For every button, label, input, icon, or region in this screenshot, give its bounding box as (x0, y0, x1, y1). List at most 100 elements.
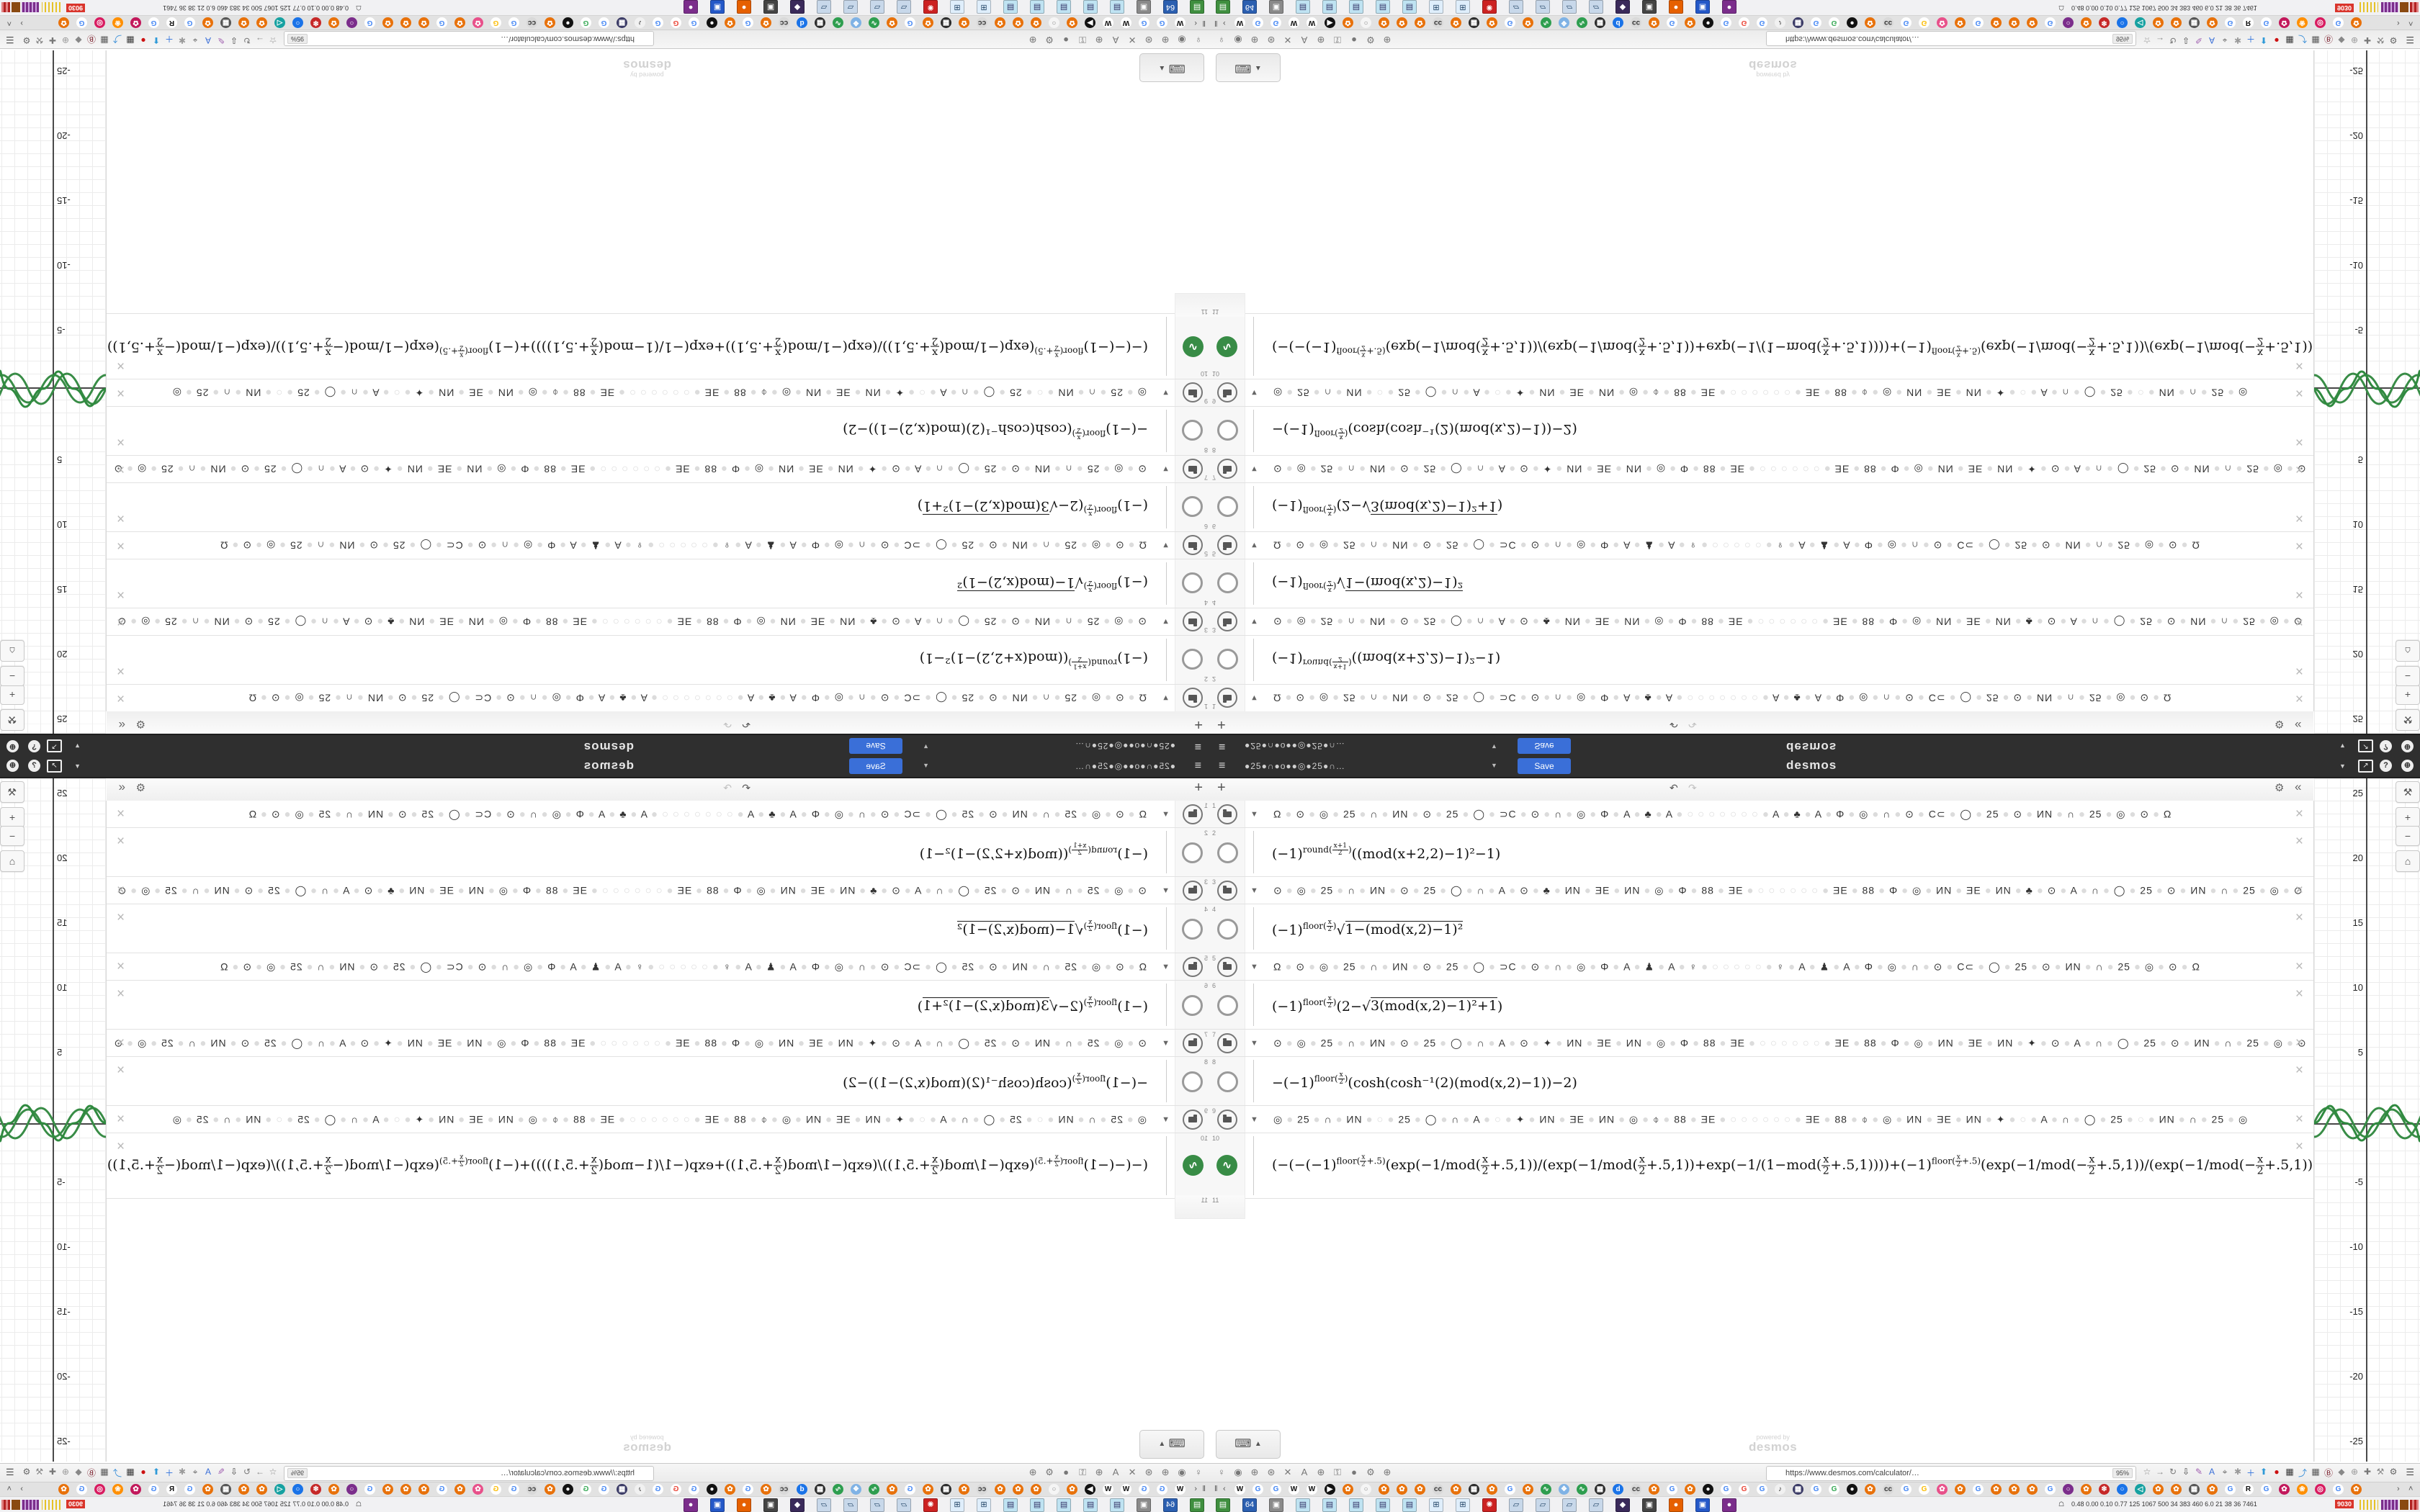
zoom-level-badge[interactable]: 95% (2112, 34, 2133, 44)
tab-favicon[interactable]: ▦ (220, 17, 231, 28)
expression-row[interactable]: 7 ▼ ⊙ ● ◎ ● 25 ● ∩ ● ИN ● ⊙ ● 25 ● ◯ ● ∩ ●… (1210, 1030, 2313, 1057)
toolbar-extension-icon[interactable]: ▦ (100, 1467, 109, 1477)
folder-emoji-title[interactable]: Ω ● ⊙ ● ◎ ● 25 ● ∩ ● ИN ● ⊙ ● 25 ● ◯ ● ⊃… (220, 539, 1147, 552)
tab-favicon[interactable]: ▦ (617, 1484, 627, 1495)
tab-list-icon[interactable]: ˄ (6, 1485, 12, 1493)
toolbar-extension-icon[interactable]: ↻ (243, 35, 251, 45)
expression-row[interactable]: 5 ▼ Ω ● ⊙ ● ◎ ● 25 ● ∩ ● ИN ● ⊙ ● 25 ● ◯ ●… (107, 531, 1210, 559)
toolbar-extension-icon[interactable]: ⚒ (2376, 1467, 2385, 1477)
curve-style-icon-green[interactable]: ∿ (1216, 1155, 1237, 1176)
taskbar-app-icon[interactable]: ⊞ (1456, 1498, 1470, 1512)
delete-expression-icon[interactable]: × (117, 663, 125, 678)
taskbar-app-icon[interactable]: ▤ (1296, 0, 1310, 14)
toolbar-extension-icon[interactable]: ♀ (1218, 1467, 1225, 1477)
taskbar-app-icon[interactable]: ▣ (1137, 0, 1151, 14)
undo-button[interactable]: ↶ (742, 782, 750, 793)
tab-scroll-right-icon[interactable]: › (2397, 1485, 2400, 1493)
toolbar-extension-icon[interactable]: ⚒ (2376, 35, 2385, 45)
folder-expand-arrow[interactable]: ▼ (1162, 541, 1170, 550)
tab-favicon[interactable]: ● (563, 17, 573, 28)
tab-favicon[interactable]: ∿ (869, 17, 879, 28)
toolbar-extension-icon[interactable]: ♀ (1195, 35, 1202, 45)
toolbar-extension-icon[interactable]: ◉ (1234, 35, 1242, 45)
tab-favicon[interactable]: ▦ (1793, 17, 1803, 28)
tab-favicon[interactable]: ♪ (635, 1484, 645, 1495)
help-icon[interactable]: ? (2380, 740, 2392, 752)
toolbar-extension-icon[interactable]: ⊛ (1267, 35, 1276, 45)
tab-favicon[interactable]: cc (779, 1484, 789, 1495)
folder-icon[interactable] (1183, 956, 1203, 977)
tab-favicon[interactable]: ∿ (1577, 1484, 1587, 1495)
tab-favicon[interactable]: G (364, 1484, 375, 1495)
expression-row[interactable]: 2 (−1)round(x+1 2)((mod(x+2,2)−1)²−1) × (107, 635, 1210, 684)
save-button[interactable]: Save (1518, 738, 1571, 754)
toolbar-extension-icon[interactable]: Ⓑ (87, 1468, 97, 1478)
folder-icon[interactable] (1183, 382, 1203, 403)
toolbar-extension-icon[interactable]: ⌖ (192, 35, 198, 45)
tab-favicon[interactable]: ✿ (1067, 17, 1077, 28)
tab-favicon[interactable]: G (599, 17, 609, 28)
home-button[interactable]: ⌂ (2396, 640, 2420, 662)
tab-favicon[interactable]: ✿ (1013, 1484, 1023, 1495)
tab-scroll-left-icon[interactable]: ‹ (1223, 1485, 1226, 1493)
tab-favicon[interactable]: W (1307, 1484, 1317, 1495)
taskbar-app-icon[interactable]: ▱ (1589, 1498, 1603, 1512)
tab-favicon[interactable]: ✿ (472, 1484, 483, 1495)
curve-style-icon[interactable] (1182, 918, 1203, 940)
tab-favicon[interactable]: ✿ (995, 17, 1005, 28)
toolbar-extension-icon[interactable]: ✎ (2195, 1467, 2203, 1477)
toolbar-extension-icon[interactable]: A (1112, 35, 1119, 45)
toolbar-extension-icon[interactable]: ⚿ (1079, 1467, 1086, 1477)
tab-favicon[interactable]: ▶ (1325, 1484, 1335, 1495)
url-bar[interactable]: https://www.desmos.com/calculator/… 95% (1766, 31, 2136, 46)
folder-emoji-title[interactable]: ◎ ● 25 ● ∩ ● ИN ● ○ ● 25 ● ◯ ● ∩ ● A ● ○… (1273, 387, 2249, 399)
curve-style-icon-green[interactable]: ∿ (1216, 336, 1237, 357)
toolbar-extension-icon[interactable]: ⤴ (113, 34, 122, 44)
toolbar-extension-icon[interactable]: ▦ (100, 35, 109, 45)
wrench-tool-button[interactable]: ⚒ (2396, 781, 2420, 803)
toolbar-extension-icon[interactable]: ▦ (2311, 35, 2320, 45)
curve-style-icon[interactable] (1182, 572, 1203, 594)
curve-style-icon[interactable] (1217, 420, 1238, 441)
tab-favicon[interactable]: G (2261, 1484, 2272, 1495)
toolbar-extension-icon[interactable]: ⊕ (2350, 1467, 2359, 1477)
taskbar-app-icon[interactable]: ✺ (1482, 0, 1497, 14)
url-bar[interactable]: https://www.desmos.com/calculator/… 95% (284, 31, 654, 46)
toolbar-extension-icon[interactable]: ◉ (1178, 35, 1186, 45)
tab-favicon[interactable]: G (490, 1484, 501, 1495)
toolbar-extension-icon[interactable]: ⊕ (2350, 35, 2359, 45)
wrench-tool-button[interactable]: ⚒ (2396, 709, 2420, 731)
tab-favicon[interactable]: G (1667, 17, 1677, 28)
toolbar-extension-icon[interactable]: ▦ (2285, 35, 2294, 45)
tab-favicon[interactable]: ✿ (1649, 17, 1659, 28)
folder-emoji-title[interactable]: ⊙ ● ◎ ● 25 ● ∩ ● ИN ● ⊙ ● 25 ● ◯ ● ∩ ● A… (113, 1037, 1147, 1049)
taskbar-app-icon[interactable]: ⊞ (1456, 0, 1470, 14)
expression-row[interactable]: 10 ∿ (−(−(−1)floor(x 2 +.5)(exp(−1/mod(x 2 +.5… (1210, 313, 2313, 379)
tab-favicon[interactable]: ✿ (2171, 17, 2182, 28)
toolbar-extension-icon[interactable]: ✎ (217, 1467, 225, 1477)
toolbar-extension-icon[interactable]: ⚙ (1366, 35, 1375, 45)
expression-row[interactable]: 8 −(−1)floor(x 2)(cosh(cosh⁻¹(2)(mod(x,2)−… (107, 1057, 1210, 1106)
math-expression[interactable]: (−1)floor(x 2)√1−(mod(x,2)−1)² (1272, 574, 1464, 594)
math-expression[interactable]: (−(−(−1)floor(x 2 +.5)(exp(−1/mod(x 2 +.5,1)… (107, 1153, 1148, 1177)
tab-favicon[interactable]: W (1234, 1484, 1245, 1495)
tab-favicon[interactable]: cc (1631, 17, 1641, 28)
expression-row[interactable]: 10 ∿ (−(−(−1)floor(x 2 +.5)(exp(−1/mod(x 2 +.5… (107, 1133, 1210, 1199)
folder-expand-arrow[interactable]: ▼ (1162, 464, 1170, 474)
folder-expand-arrow[interactable]: ▼ (1250, 693, 1258, 703)
math-expression[interactable]: (−(−(−1)floor(x 2 +.5)(exp(−1/mod(x 2 +.5,1)… (1272, 1153, 2313, 1177)
taskbar-app-icon[interactable]: ⊞ (977, 0, 991, 14)
expression-row[interactable]: 1 ▼ Ω ● ⊙ ● ◎ ● 25 ● ∩ ● ИN ● ⊙ ● 25 ● ◯ ●… (1210, 801, 2313, 828)
tab-favicon[interactable]: ∿ (1541, 17, 1551, 28)
tab-favicon[interactable]: ✿ (1991, 1484, 2002, 1495)
wrench-tool-button[interactable]: ⚒ (0, 709, 24, 731)
tab-favicon[interactable]: G (1252, 1484, 1263, 1495)
tab-favicon[interactable]: cc (1883, 1484, 1894, 1495)
tab-favicon[interactable]: G (364, 17, 375, 28)
tab-favicon[interactable]: ❖ (851, 1484, 861, 1495)
toolbar-extension-icon[interactable]: ⚙ (22, 35, 31, 45)
account-caret-icon[interactable]: ▼ (2339, 762, 2346, 770)
tab-favicon[interactable]: d (1613, 1484, 1623, 1495)
tab-favicon[interactable]: ✿ (400, 17, 411, 28)
delete-expression-icon[interactable]: × (117, 385, 125, 400)
